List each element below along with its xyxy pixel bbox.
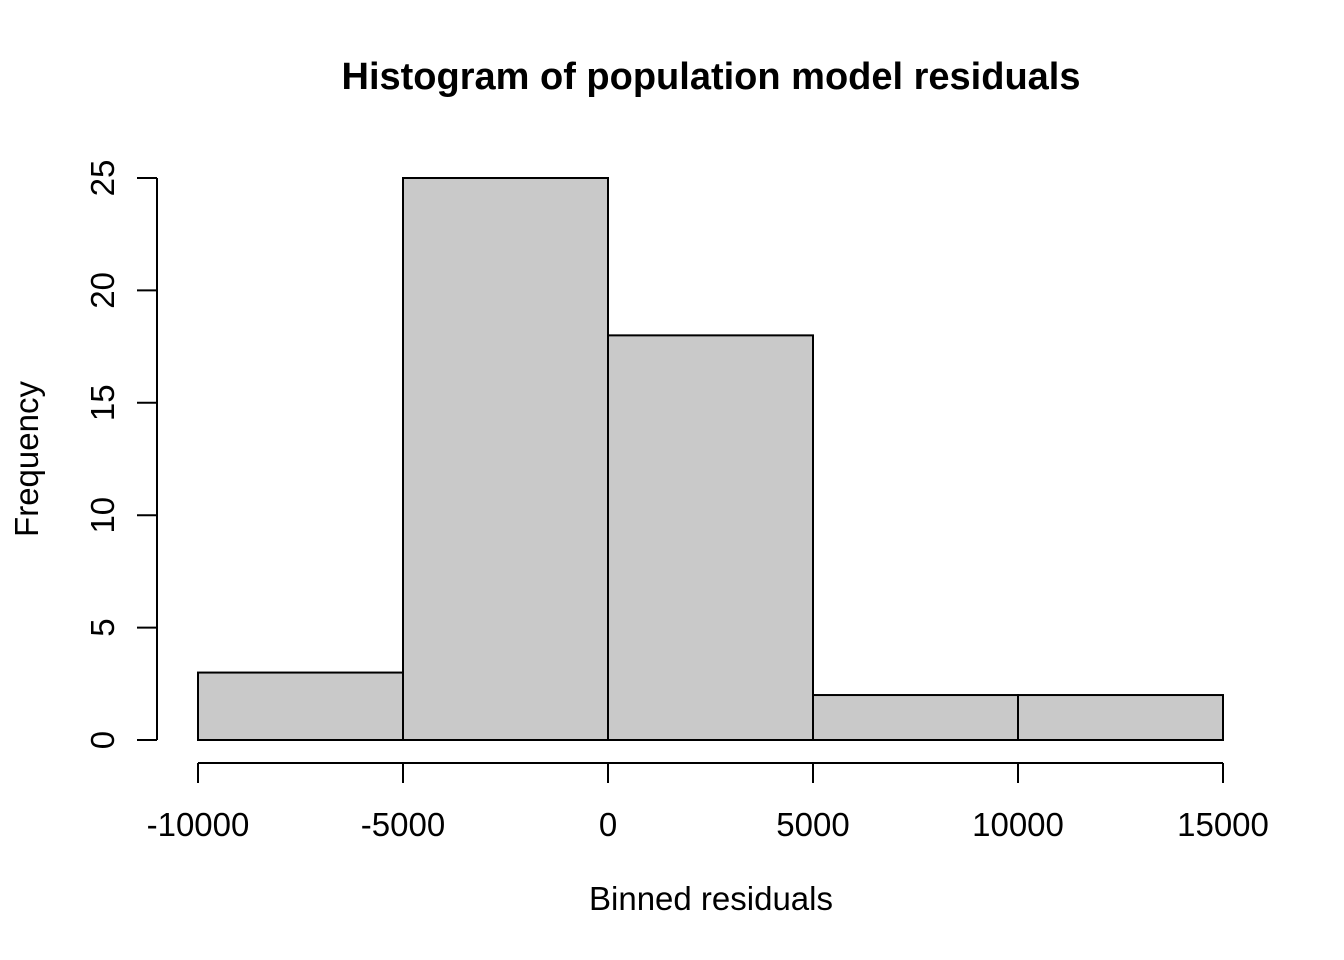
y-axis: 0 5 10 15 20 25 bbox=[84, 160, 158, 749]
x-tick-label: 15000 bbox=[1177, 806, 1269, 843]
y-tick-label: 20 bbox=[84, 272, 121, 309]
y-tick-label: 5 bbox=[84, 618, 121, 636]
bars-group bbox=[197, 177, 1224, 741]
y-tick-label: 25 bbox=[84, 160, 121, 197]
x-tick-label: -10000 bbox=[147, 806, 250, 843]
y-tick-label: 0 bbox=[84, 731, 121, 749]
x-axis-title: Binned residuals bbox=[589, 880, 833, 917]
y-tick-label: 15 bbox=[84, 384, 121, 421]
histogram-bar bbox=[197, 671, 404, 741]
histogram-bar bbox=[607, 334, 814, 741]
x-tick-label: 5000 bbox=[776, 806, 849, 843]
y-axis-title: Frequency bbox=[8, 381, 45, 537]
x-axis: -10000 -5000 0 5000 10000 15000 bbox=[147, 762, 1269, 843]
x-tick-label: -5000 bbox=[361, 806, 445, 843]
chart-title: Histogram of population model residuals bbox=[342, 56, 1081, 98]
histogram-bar bbox=[402, 177, 609, 741]
y-tick-label: 10 bbox=[84, 497, 121, 534]
x-tick-label: 10000 bbox=[972, 806, 1064, 843]
x-tick-label: 0 bbox=[599, 806, 617, 843]
histogram-bar bbox=[812, 694, 1019, 741]
histogram-bar bbox=[1017, 694, 1224, 741]
